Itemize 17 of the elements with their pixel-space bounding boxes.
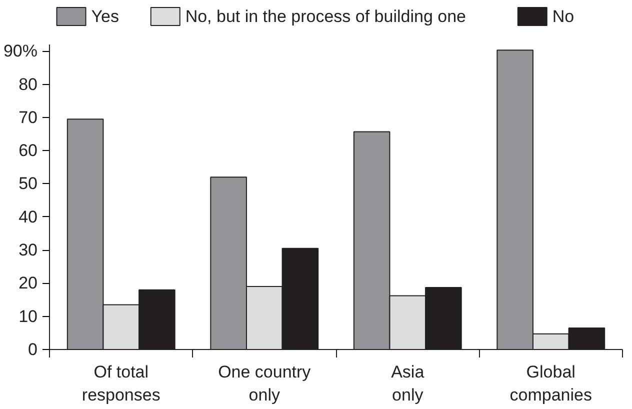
y-tick-label: 30 (18, 240, 38, 260)
y-tick-label: 60 (18, 141, 38, 160)
y-tick-label: 40 (18, 207, 38, 226)
x-tick-label: One country only (218, 362, 312, 404)
y-tick-label: 90% (3, 42, 38, 61)
x-tick-label: Of total responses (82, 362, 160, 404)
legend-label: No (552, 7, 574, 26)
legend-label: No, but in the process of building one (185, 7, 466, 26)
x-tick-label: Global companies (510, 362, 592, 404)
y-tick-label: 50 (18, 174, 38, 194)
y-tick-label: 0 (28, 340, 38, 359)
y-tick-label: 10 (18, 306, 38, 326)
y-tick-label: 20 (18, 274, 38, 293)
legend-label: Yes (91, 7, 119, 26)
y-tick-label: 80 (18, 74, 38, 94)
y-tick-label: 70 (18, 108, 38, 127)
x-tick-label: Asia only (391, 362, 425, 404)
